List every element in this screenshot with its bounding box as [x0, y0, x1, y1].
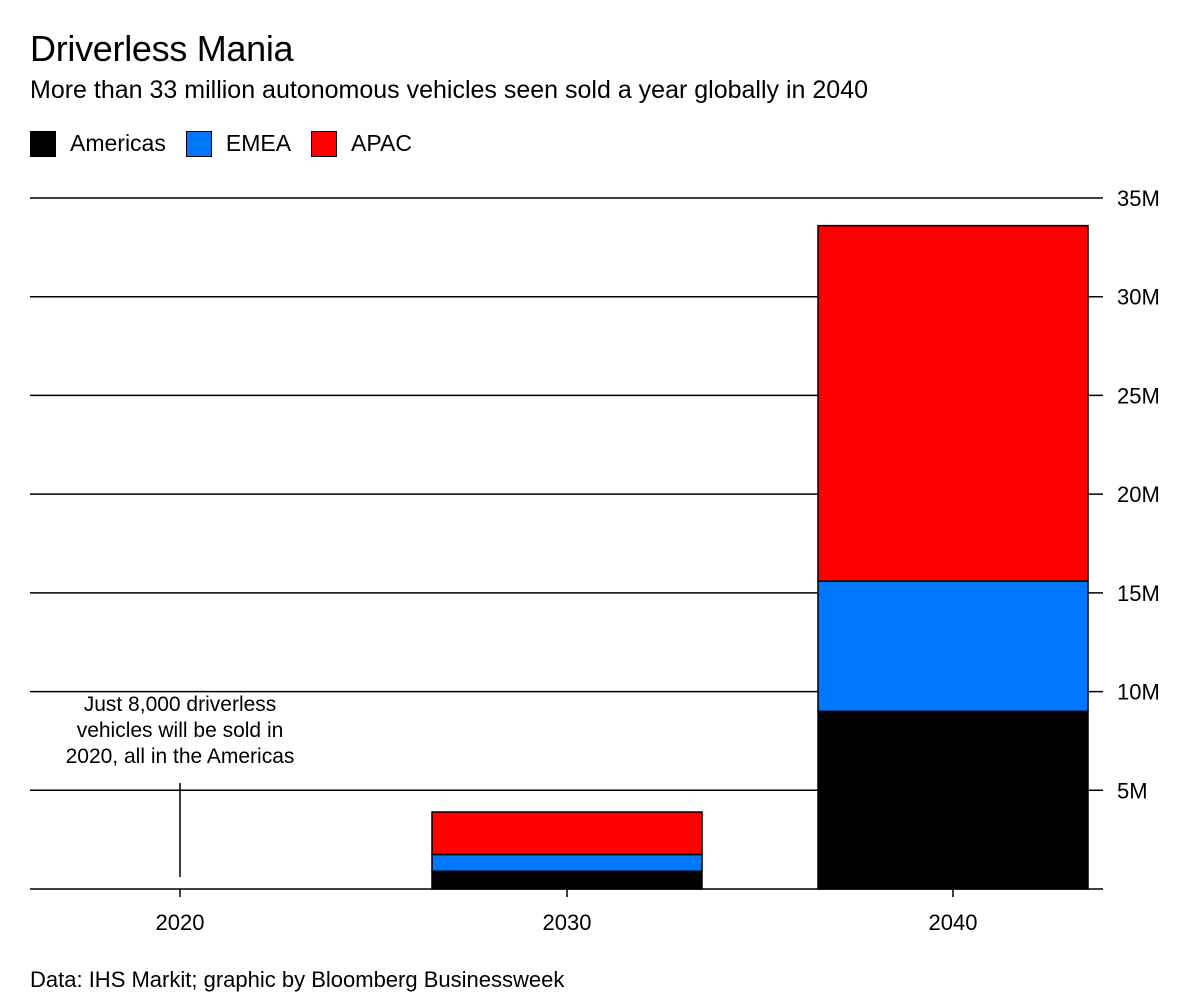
annotation-line-1: Just 8,000 driverless: [84, 693, 277, 716]
x-tick-label: 2020: [156, 910, 205, 935]
bars: [431, 224, 1089, 890]
bar-segment-apac-2030: [431, 811, 703, 856]
legend-item-apac: APAC: [311, 130, 412, 157]
legend-swatch-emea: [185, 130, 212, 157]
bar-segment-emea-2030: [431, 853, 703, 872]
bar-segment-americas-2030: [431, 870, 703, 890]
legend-item-americas: Americas: [30, 130, 166, 157]
legend-label-apac: APAC: [351, 130, 412, 156]
annotation: Just 8,000 driverless vehicles will be s…: [66, 693, 295, 877]
axes: 5M 10M 15M 20M 25M 30M 35M 2020 2030 2040: [30, 186, 1160, 935]
y-tick-label: 15M: [1117, 581, 1160, 606]
y-tick-label: 35M: [1117, 186, 1160, 211]
y-tick-label: 5M: [1117, 778, 1148, 803]
bar-segment-emea-2040: [817, 580, 1089, 713]
bar-segment-americas-2040: [817, 710, 1089, 890]
y-tick-label: 20M: [1117, 482, 1160, 507]
source-note: Data: IHS Markit; graphic by Bloomberg B…: [30, 967, 565, 992]
y-tick-label: 25M: [1117, 383, 1160, 408]
legend-swatch-apac: [311, 130, 338, 157]
x-tick-label: 2030: [543, 910, 592, 935]
chart-title: Driverless Mania: [30, 28, 294, 69]
x-tick-label: 2040: [929, 910, 978, 935]
bar-segment-apac-2040: [817, 224, 1089, 582]
annotation-line-3: 2020, all in the Americas: [66, 745, 295, 768]
stacked-bar-chart: Just 8,000 driverless vehicles will be s…: [30, 186, 1160, 935]
legend: Americas EMEA APAC: [30, 130, 432, 157]
legend-item-emea: EMEA: [185, 130, 292, 157]
annotation-line-2: vehicles will be sold in: [77, 719, 284, 742]
legend-label-emea: EMEA: [225, 130, 292, 156]
chart-subtitle: More than 33 million autonomous vehicles…: [30, 76, 869, 104]
legend-swatch-americas: [30, 130, 56, 157]
y-tick-label: 30M: [1117, 285, 1160, 310]
y-tick-label: 10M: [1117, 680, 1160, 705]
legend-label-americas: Americas: [70, 130, 166, 156]
